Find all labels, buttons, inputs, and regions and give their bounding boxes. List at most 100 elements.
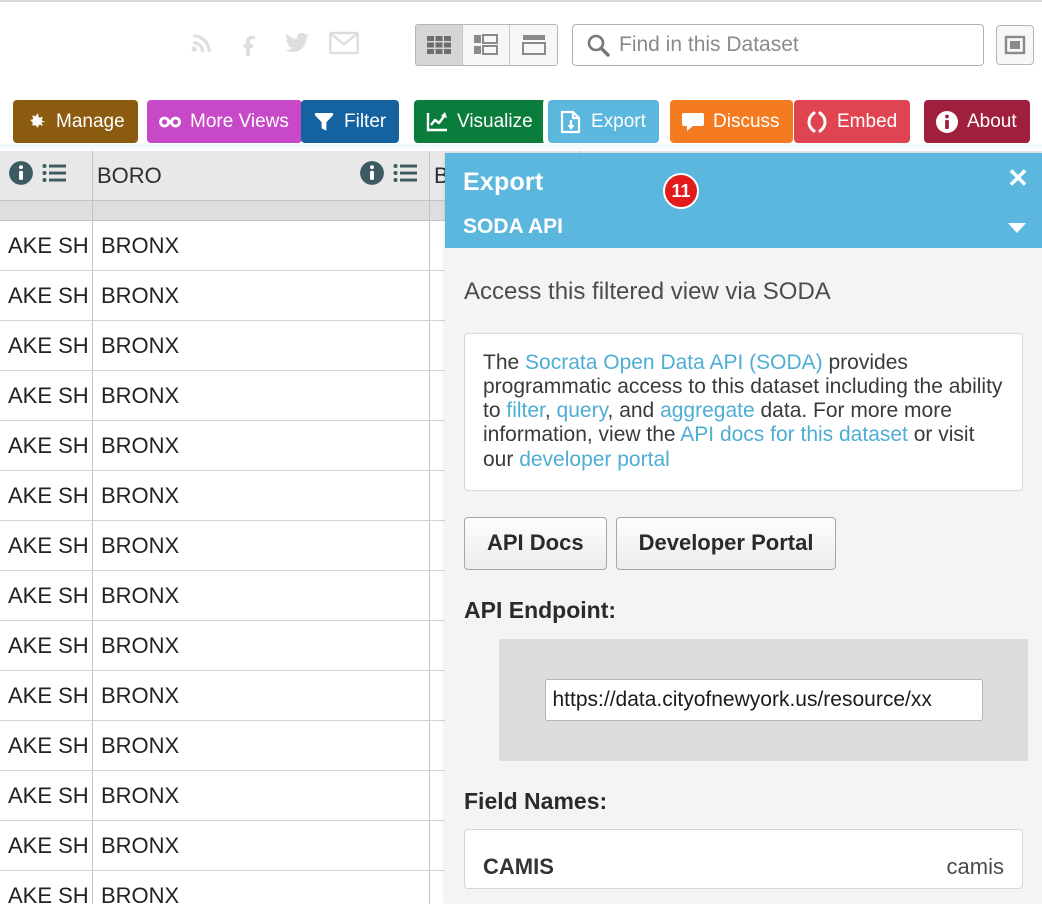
soda-link[interactable]: Socrata Open Data API (SODA)	[525, 351, 823, 374]
table-cell[interactable]: AKE SH	[0, 571, 93, 620]
embed-button[interactable]: Embed	[794, 100, 911, 143]
export-panel-body: Access this filtered view via SODA The S…	[445, 248, 1042, 904]
column-info-icon[interactable]	[359, 160, 385, 191]
manage-button[interactable]: Manage	[13, 100, 138, 143]
api-endpoint-input[interactable]	[544, 678, 983, 721]
column-menu-icon[interactable]	[42, 163, 68, 188]
discuss-button-label: Discuss	[713, 111, 780, 132]
table-cell[interactable]: BRONX	[93, 271, 430, 320]
filter-link[interactable]: filter	[506, 399, 545, 423]
grid-column-header-0[interactable]	[0, 151, 93, 200]
api-endpoint-container	[499, 638, 1028, 761]
desc-text-6: or visit our	[483, 423, 975, 471]
about-button[interactable]: About	[924, 100, 1030, 143]
manage-button-label: Manage	[56, 111, 125, 132]
api-endpoint-label: API Endpoint:	[464, 596, 617, 623]
top-toolbar	[0, 0, 1042, 85]
column-menu-icon[interactable]	[393, 163, 419, 188]
field-api-name: camis	[946, 853, 1004, 879]
grid-view-icon[interactable]	[416, 25, 463, 65]
comment-icon	[681, 110, 705, 134]
table-cell[interactable]: BRONX	[93, 871, 430, 904]
chart-icon	[425, 110, 449, 134]
table-cell[interactable]: BRONX	[93, 421, 430, 470]
table-cell[interactable]: BRONX	[93, 221, 430, 270]
search-field[interactable]	[572, 24, 984, 66]
more-views-button[interactable]: More Views	[147, 100, 302, 143]
table-cell[interactable]: AKE SH	[0, 371, 93, 420]
table-cell[interactable]: AKE SH	[0, 421, 93, 470]
table-cell[interactable]: BRONX	[93, 671, 430, 720]
twitter-icon[interactable]	[282, 27, 312, 59]
close-icon[interactable]: ✕	[1007, 163, 1029, 193]
table-cell[interactable]: AKE SH	[0, 521, 93, 570]
developer-portal-button[interactable]: Developer Portal	[615, 516, 837, 570]
single-row-view-icon[interactable]	[510, 25, 557, 65]
field-names-container: CAMIS camis	[464, 828, 1023, 889]
table-cell[interactable]: AKE SH	[0, 821, 93, 870]
table-cell[interactable]: AKE SH	[0, 221, 93, 270]
grid-filter-cell-0[interactable]	[0, 201, 93, 220]
email-icon[interactable]	[329, 27, 359, 59]
table-cell[interactable]: BRONX	[93, 321, 430, 370]
export-panel-title: Export	[463, 168, 544, 196]
table-cell[interactable]: AKE SH	[0, 621, 93, 670]
api-docs-button[interactable]: API Docs	[464, 516, 607, 570]
desc-text-5: data. For more more information, view th…	[483, 399, 952, 447]
field-name-row: CAMIS camis	[483, 846, 1004, 880]
developer-portal-link[interactable]: developer portal	[519, 447, 670, 471]
table-cell[interactable]: BRONX	[93, 621, 430, 670]
table-cell[interactable]: AKE SH	[0, 321, 93, 370]
info-icon	[935, 110, 959, 134]
field-names-label: Field Names:	[464, 787, 608, 814]
table-cell[interactable]: BRONX	[93, 371, 430, 420]
export-panel: Export ✕ SODA API Access this filtered v…	[445, 153, 1042, 904]
action-button-bar: Manage More Views Filter Visualize Expor	[0, 85, 1042, 209]
view-toggle-group[interactable]	[415, 24, 558, 66]
more-views-button-label: More Views	[190, 111, 289, 132]
export-panel-heading: Access this filtered view via SODA	[464, 278, 831, 305]
table-cell[interactable]: AKE SH	[0, 871, 93, 904]
discuss-button[interactable]: Discuss	[670, 100, 793, 143]
export-icon	[559, 110, 583, 134]
table-cell[interactable]: AKE SH	[0, 471, 93, 520]
filter-button[interactable]: Filter	[301, 100, 400, 143]
export-button[interactable]: Export	[548, 100, 659, 143]
table-cell[interactable]: AKE SH	[0, 271, 93, 320]
table-cell[interactable]: BRONX	[93, 821, 430, 870]
column-info-icon[interactable]	[8, 160, 34, 191]
desc-text-3: ,	[544, 399, 557, 423]
grid-filter-cell-1[interactable]	[93, 201, 430, 220]
soda-api-section-header[interactable]: SODA API	[463, 215, 563, 238]
table-cell[interactable]: BRONX	[93, 571, 430, 620]
desc-text-1: The	[483, 351, 526, 374]
desc-text-4: , and	[607, 399, 661, 423]
rss-icon[interactable]	[188, 27, 218, 59]
grid-column-header-boro[interactable]: BORO	[93, 151, 430, 200]
table-cell[interactable]: BRONX	[93, 721, 430, 770]
aggregate-link[interactable]: aggregate	[660, 399, 755, 423]
column-header-icons-0	[0, 160, 78, 191]
filter-button-label: Filter	[344, 111, 387, 132]
table-cell[interactable]: BRONX	[93, 521, 430, 570]
visualize-button[interactable]: Visualize	[414, 100, 546, 143]
api-docs-link[interactable]: API docs for this dataset	[680, 423, 908, 447]
table-cell[interactable]: AKE SH	[0, 721, 93, 770]
export-button-label: Export	[591, 111, 646, 132]
table-cell[interactable]: BRONX	[93, 471, 430, 520]
chevron-down-icon[interactable]	[1008, 223, 1026, 233]
panel-button-row: API Docs Developer Portal	[464, 516, 1023, 570]
gear-icon	[24, 110, 48, 134]
table-cell[interactable]: AKE SH	[0, 771, 93, 820]
table-cell[interactable]: BRONX	[93, 771, 430, 820]
search-input[interactable]	[619, 30, 983, 60]
card-view-icon[interactable]	[463, 25, 510, 65]
table-cell[interactable]: AKE SH	[0, 671, 93, 720]
visualize-button-label: Visualize	[457, 111, 533, 132]
export-panel-header: Export ✕ SODA API	[445, 153, 1042, 248]
query-link[interactable]: query	[556, 399, 608, 423]
column-header-icons-1	[351, 160, 429, 191]
code-icon	[805, 110, 829, 134]
facebook-icon[interactable]	[235, 27, 265, 59]
fullscreen-icon[interactable]	[996, 25, 1034, 65]
